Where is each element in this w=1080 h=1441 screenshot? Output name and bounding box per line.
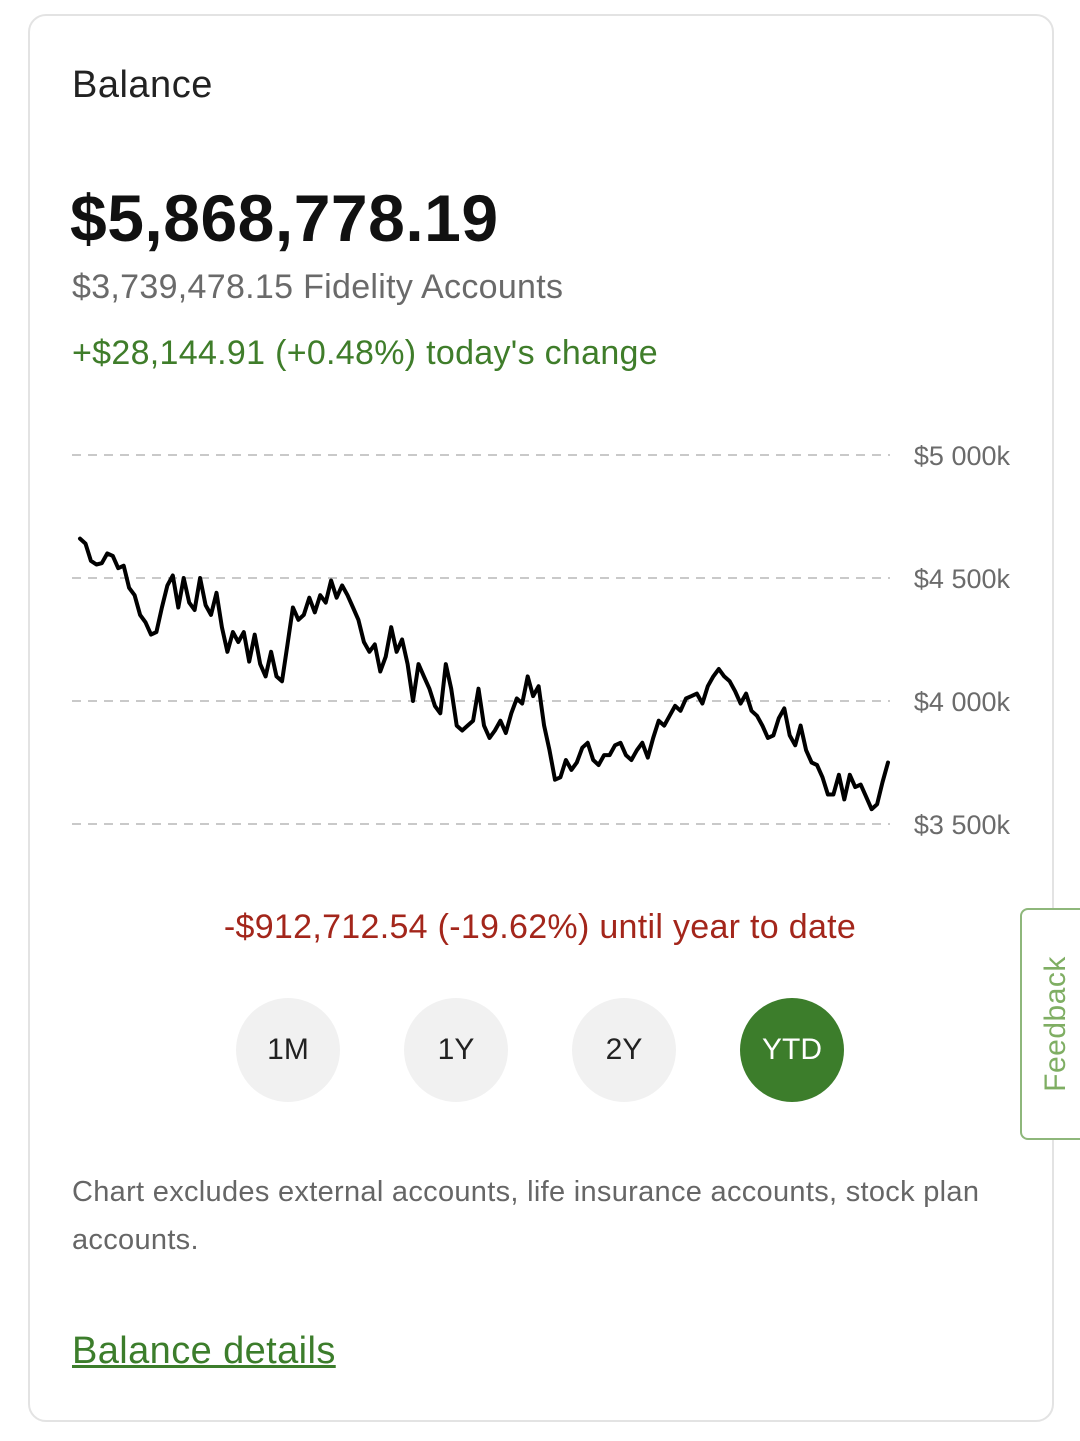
y-tick-label: $5 000k xyxy=(914,441,1011,471)
range-button-ytd[interactable]: YTD xyxy=(740,998,844,1102)
balance-chart: $5 000k $4 500k $4 000k $3 500k xyxy=(72,441,1011,840)
y-tick-label: $3 500k xyxy=(914,810,1011,840)
card-title: Balance xyxy=(72,64,213,106)
range-button-label: 1Y xyxy=(437,1033,475,1066)
range-button-label: YTD xyxy=(762,1033,822,1066)
balance-series-line xyxy=(78,536,890,812)
y-tick-label: $4 500k xyxy=(914,564,1011,594)
balance-card xyxy=(28,14,1054,1422)
range-button-label: 2Y xyxy=(605,1033,643,1066)
balance-details-link[interactable]: Balance details xyxy=(72,1330,336,1372)
range-button-label: 1M xyxy=(267,1033,309,1066)
chart-disclaimer: Chart excludes external accounts, life i… xyxy=(72,1176,980,1256)
feedback-label: Feedback xyxy=(1039,956,1072,1092)
time-range-selector: 1M 1Y 2Y YTD xyxy=(0,998,1080,1102)
range-button-1m[interactable]: 1M xyxy=(236,998,340,1102)
chart-grid xyxy=(72,454,890,825)
fidelity-accounts-balance: $3,739,478.15 Fidelity Accounts xyxy=(72,268,564,306)
total-balance: $5,868,778.19 xyxy=(70,181,499,255)
todays-change: +$28,144.91 (+0.48%) today's change xyxy=(72,334,658,372)
ytd-change: -$912,712.54 (-19.62%) until year to dat… xyxy=(223,908,857,946)
y-tick-label: $4 000k xyxy=(914,687,1011,717)
chart-y-axis: $5 000k $4 500k $4 000k $3 500k xyxy=(914,441,1011,840)
range-button-1y[interactable]: 1Y xyxy=(404,998,508,1102)
feedback-tab[interactable]: Feedback xyxy=(1020,908,1080,1140)
range-button-2y[interactable]: 2Y xyxy=(572,998,676,1102)
